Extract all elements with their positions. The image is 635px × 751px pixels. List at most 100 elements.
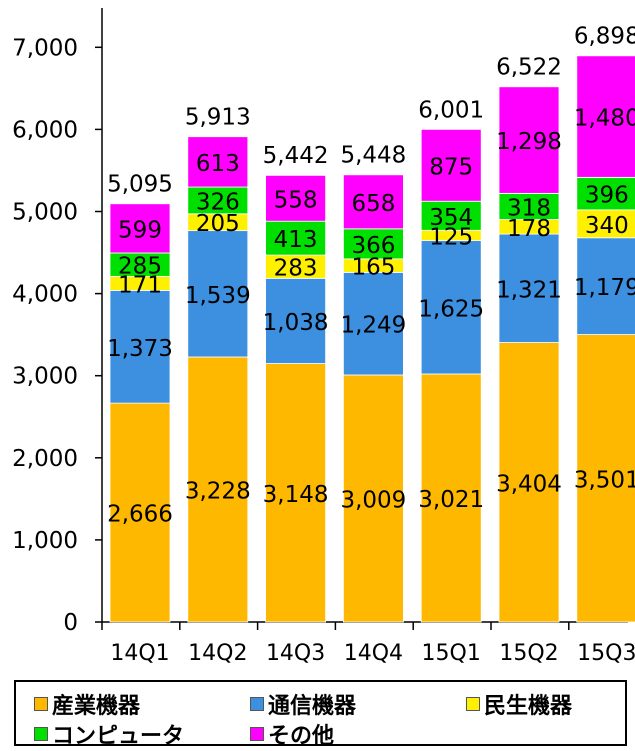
legend-label-industrial: 産業機器 (52, 694, 141, 719)
data-label: 1,625 (418, 296, 484, 322)
x-tick-label: 14Q4 (344, 641, 403, 666)
bar-segment (342, 374, 404, 623)
data-label: 1,038 (263, 310, 329, 336)
data-label: 1,249 (340, 313, 406, 339)
data-label: 205 (196, 211, 240, 237)
bar-segment (187, 136, 249, 188)
legend-swatch-industrial (34, 697, 48, 711)
data-label: 613 (196, 151, 240, 177)
x-tick-label: 14Q3 (266, 641, 325, 666)
data-label: 178 (507, 216, 551, 242)
data-label: 340 (585, 213, 629, 239)
data-label: 285 (118, 254, 162, 280)
legend-swatch-consumer (466, 697, 480, 711)
bar-segment (109, 402, 171, 623)
y-tick-label: 3,000 (12, 364, 78, 390)
bar-segment (576, 237, 635, 335)
data-label: 2,666 (107, 502, 173, 528)
data-label: 171 (118, 272, 162, 298)
total-label: 6,522 (496, 55, 562, 81)
data-label: 354 (429, 205, 473, 231)
total-label: 6,001 (418, 97, 484, 123)
total-label: 5,448 (340, 143, 406, 169)
bar-segment (265, 220, 327, 256)
legend-item-other: その他 (250, 718, 334, 750)
bar-segment (265, 363, 327, 623)
data-label: 1,298 (496, 129, 562, 155)
bar-segment (498, 233, 560, 343)
x-tick-label: 14Q2 (188, 641, 247, 666)
bar-segment (576, 176, 635, 211)
data-label: 1,321 (496, 277, 562, 303)
data-label: 599 (118, 217, 162, 243)
data-label: 3,021 (418, 487, 484, 513)
x-tick-label: 15Q3 (577, 641, 635, 666)
x-tick-label: 15Q2 (499, 641, 558, 666)
legend-swatch-other (250, 727, 264, 741)
data-label: 3,501 (574, 467, 635, 493)
data-label: 125 (429, 224, 473, 250)
data-label: 3,009 (340, 487, 406, 513)
legend-item-consumer: 民生機器 (466, 688, 572, 720)
bar-segment (420, 240, 482, 375)
data-label: 283 (274, 256, 318, 282)
total-label: 5,913 (185, 105, 251, 131)
legend-label-telecom: 通信機器 (268, 694, 357, 719)
bar-segment (265, 277, 327, 364)
data-label: 875 (429, 154, 473, 180)
stacked-bar-chart: 0 1,000 2,000 3,000 4,000 5,000 6,000 7,000 2,66… (12, 8, 635, 666)
data-label: 413 (274, 227, 318, 253)
data-label: 366 (351, 233, 395, 259)
data-label: 3,404 (496, 471, 562, 497)
data-label: 658 (351, 191, 395, 217)
bar-segment (265, 174, 327, 222)
legend: 産業機器 通信機器 民生機器 コンピュータ その他 (14, 680, 627, 749)
x-tick-label: 14Q1 (110, 641, 169, 666)
bar-segment (187, 356, 249, 623)
data-label: 1,539 (185, 283, 251, 309)
y-tick-label: 5,000 (12, 200, 78, 226)
legend-swatch-telecom (250, 697, 264, 711)
y-tick-label: 1,000 (12, 528, 78, 554)
bar-segment (109, 289, 171, 404)
bar-segment (576, 209, 635, 239)
data-label: 1,373 (107, 336, 173, 362)
total-label: 5,442 (263, 143, 329, 169)
legend-item-telecom: 通信機器 (250, 688, 356, 720)
total-label: 5,095 (107, 172, 173, 198)
bar-segment (498, 86, 560, 194)
data-label: 318 (507, 195, 551, 221)
bar-segment (576, 334, 635, 623)
data-label: 3,148 (263, 482, 329, 508)
bar-segment (420, 128, 482, 202)
data-label: 1,480 (574, 106, 635, 132)
bar-segment (498, 342, 560, 623)
bar-segment (420, 200, 482, 231)
data-label: 3,228 (185, 478, 251, 504)
legend-label-other: その他 (268, 724, 335, 749)
data-label: 326 (196, 189, 240, 215)
legend-item-industrial: 産業機器 (34, 688, 140, 720)
data-label: 558 (274, 187, 318, 213)
bar-segment (187, 186, 249, 215)
y-tick-label: 7,000 (12, 35, 78, 61)
bar-segment (342, 272, 404, 376)
bar-segment (420, 373, 482, 623)
data-label: 396 (585, 183, 629, 209)
data-label: 1,179 (574, 275, 635, 301)
x-tick-label: 15Q1 (422, 641, 481, 666)
y-tick-label: 4,000 (12, 282, 78, 308)
legend-label-consumer: 民生機器 (484, 694, 573, 719)
y-tick-label: 2,000 (12, 446, 78, 472)
legend-swatch-computer (34, 727, 48, 741)
data-label: 165 (351, 255, 395, 281)
legend-item-computer: コンピュータ (34, 718, 184, 750)
bar-segment (342, 174, 404, 230)
total-label: 6,898 (574, 24, 635, 50)
bar-segment (187, 230, 249, 358)
y-tick-label: 0 (63, 610, 78, 636)
bar-segment (576, 55, 635, 178)
bar-segment (109, 203, 171, 254)
legend-label-computer: コンピュータ (52, 724, 185, 749)
y-tick-label: 6,000 (12, 117, 78, 143)
